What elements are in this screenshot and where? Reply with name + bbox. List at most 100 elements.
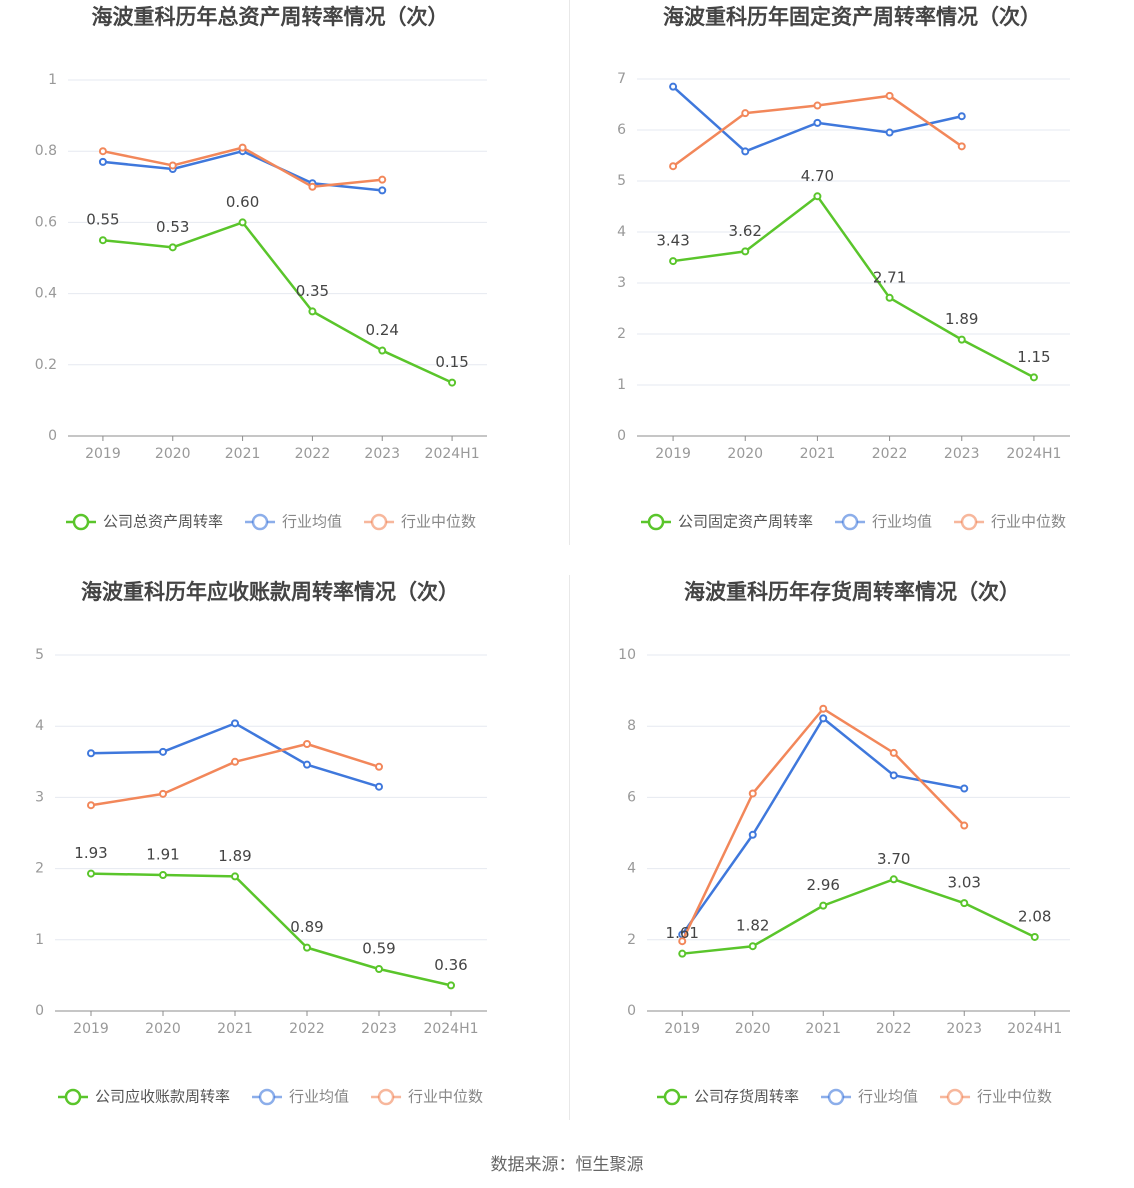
legend-marker-icon: [370, 513, 388, 531]
data-label: 0.36: [434, 956, 467, 974]
legend-item-industry_median[interactable]: 行业中位数: [364, 513, 476, 531]
y-tick-label: 0.2: [35, 357, 57, 373]
data-point-company: [308, 307, 317, 316]
y-tick-label: 4: [35, 718, 44, 734]
vertical-divider-bottom: [569, 575, 570, 1120]
data-label: 3.70: [877, 850, 910, 868]
legend-item-industry_avg[interactable]: 行业均值: [245, 513, 342, 531]
data-point-company: [957, 335, 966, 344]
data-point-industry_median: [231, 757, 239, 766]
legend-marker-icon: [258, 1088, 276, 1106]
data-point-company: [375, 964, 383, 973]
chart-title: 海波重科历年存货周转率情况（次）: [684, 580, 1020, 604]
legend-item-company[interactable]: 公司应收账款周转率: [58, 1088, 230, 1106]
y-tick-label: 2: [35, 861, 44, 877]
data-point-industry_avg: [813, 118, 822, 127]
data-point-industry_avg: [669, 82, 678, 91]
legend-item-industry_median[interactable]: 行业中位数: [371, 1088, 483, 1106]
data-point-industry_median: [87, 801, 95, 810]
data-point-industry_median: [741, 109, 750, 118]
legend-item-industry_avg[interactable]: 行业均值: [252, 1088, 349, 1106]
data-source-footer: 数据来源：恒生聚源: [490, 1155, 644, 1175]
data-point-industry_median: [378, 175, 387, 184]
y-tick-label: 0: [617, 428, 626, 444]
data-point-industry_avg: [957, 112, 966, 121]
x-tick-label: 2023: [364, 446, 400, 462]
data-point-industry_avg: [960, 784, 969, 793]
data-label: 2.08: [1018, 907, 1051, 925]
y-tick-label: 0.6: [35, 214, 57, 230]
legend-item-industry_median[interactable]: 行业中位数: [954, 513, 1066, 531]
data-label: 3.03: [948, 874, 981, 892]
legend-marker-icon: [827, 1088, 845, 1106]
chart-title: 海波重科历年总资产周转率情况（次）: [92, 5, 449, 29]
data-label: 1.91: [146, 846, 179, 864]
legend-label: 公司存货周转率: [694, 1088, 799, 1106]
data-point-industry_median: [669, 162, 678, 171]
data-point-industry_median: [957, 142, 966, 151]
data-point-company: [678, 949, 687, 958]
data-point-company: [448, 378, 457, 387]
x-tick-label: 2022: [289, 1021, 325, 1037]
data-point-company: [303, 943, 311, 952]
data-point-industry_avg: [741, 147, 750, 156]
legend-item-company[interactable]: 公司固定资产周转率: [641, 513, 813, 531]
chart-receivables-turnover: 海波重科历年应收账款周转率情况（次） 0 1 2 3 4 5 2019 2020 2021 2022…: [0, 575, 567, 1150]
data-point-industry_median: [960, 821, 969, 830]
x-tick-label: 2021: [217, 1021, 253, 1037]
legend-item-company[interactable]: 公司总资产周转率: [66, 513, 223, 531]
legend-marker-icon: [663, 1088, 681, 1106]
data-point-industry_avg: [748, 830, 757, 839]
y-tick-label: 6: [627, 789, 636, 805]
y-tick-label: 1: [617, 377, 626, 393]
x-tick-label: 2020: [727, 446, 763, 462]
data-point-company: [159, 871, 167, 880]
data-point-industry_median: [159, 789, 167, 798]
x-tick-label: 2020: [145, 1021, 181, 1037]
legend-label: 行业均值: [872, 513, 932, 531]
data-point-industry_median: [98, 147, 107, 156]
x-tick-label: 2022: [876, 1021, 912, 1037]
x-tick-label: 2019: [73, 1021, 109, 1037]
y-tick-label: 0: [48, 428, 57, 444]
data-point-industry_median: [168, 161, 177, 170]
legend-label: 公司固定资产周转率: [678, 513, 813, 531]
legend-label: 行业均值: [282, 513, 342, 531]
data-point-industry_median: [375, 762, 383, 771]
chart-title: 海波重科历年应收账款周转率情况（次）: [81, 580, 459, 604]
y-tick-label: 1: [35, 932, 44, 948]
data-point-company: [231, 872, 239, 881]
y-tick-label: 0: [627, 1003, 636, 1019]
data-label: 2.71: [873, 268, 906, 286]
data-point-industry_avg: [87, 749, 95, 758]
data-point-industry_avg: [159, 747, 167, 756]
x-tick-label: 2021: [805, 1021, 841, 1037]
x-tick-label: 2024H1: [423, 1021, 478, 1037]
x-tick-label: 2021: [800, 446, 836, 462]
legend-marker-icon: [64, 1088, 82, 1106]
data-point-industry_median: [308, 182, 317, 191]
data-point-industry_median: [303, 740, 311, 748]
y-tick-label: 4: [627, 861, 636, 877]
data-label: 4.70: [801, 167, 834, 185]
legend-item-industry_avg[interactable]: 行业均值: [835, 513, 932, 531]
data-label: 0.24: [366, 321, 399, 339]
data-point-company: [813, 192, 822, 201]
y-tick-label: 10: [618, 647, 636, 663]
legend-item-company[interactable]: 公司存货周转率: [657, 1088, 799, 1106]
legend-item-industry_median[interactable]: 行业中位数: [940, 1088, 1052, 1106]
y-tick-label: 0.4: [35, 286, 57, 302]
legend-marker-icon: [377, 1088, 395, 1106]
data-label: 1.89: [945, 310, 978, 328]
series-line-company: [672, 195, 1035, 379]
y-tick-label: 2: [627, 932, 636, 948]
series-line-company: [90, 872, 452, 987]
legend-item-industry_avg[interactable]: 行业均值: [821, 1088, 918, 1106]
x-tick-label: 2024H1: [425, 446, 480, 462]
data-point-industry_median: [238, 143, 247, 152]
data-point-industry_avg: [819, 714, 828, 723]
x-tick-label: 2023: [361, 1021, 397, 1037]
data-point-industry_avg: [889, 771, 898, 780]
data-point-industry_median: [889, 748, 898, 757]
legend-label: 行业中位数: [991, 513, 1066, 531]
